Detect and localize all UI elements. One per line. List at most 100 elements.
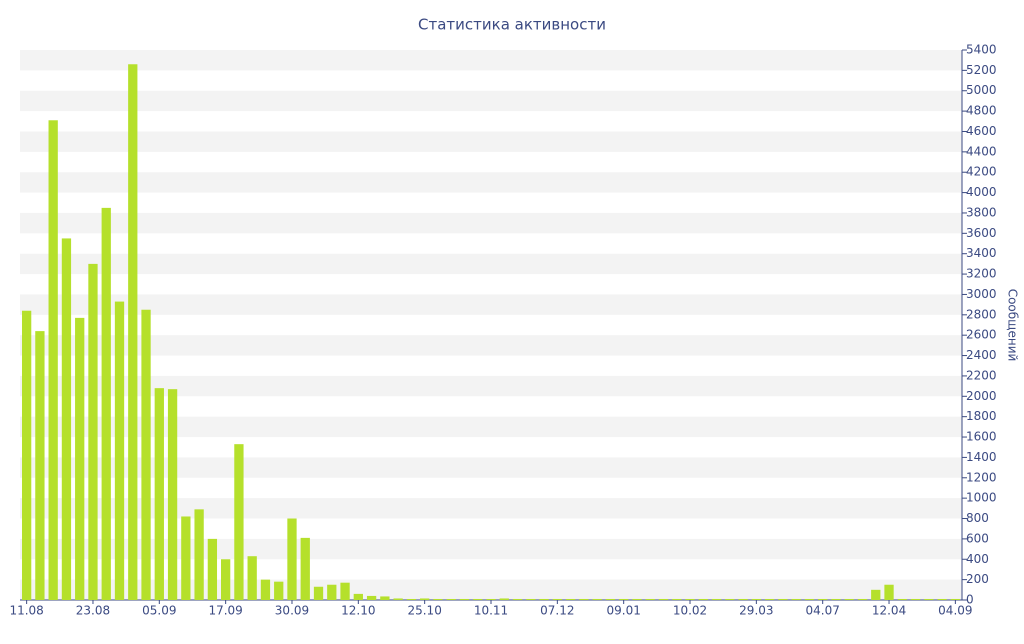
bar	[844, 598, 854, 600]
y-tick-label: 4800	[966, 104, 997, 118]
grid-band	[20, 172, 962, 193]
bar	[871, 589, 881, 600]
y-tick-label: 3800	[966, 205, 997, 219]
bar	[420, 598, 430, 600]
bar	[764, 598, 775, 600]
bar	[791, 598, 801, 600]
bar	[897, 598, 907, 600]
bar	[21, 310, 32, 600]
bar	[539, 598, 549, 600]
grid-band	[20, 416, 962, 438]
x-tick-label: 04.07	[806, 604, 840, 618]
bar	[287, 518, 297, 600]
y-tick-label: 5200	[966, 63, 997, 77]
y-tick-label: 1400	[966, 450, 997, 464]
bar	[910, 598, 921, 600]
bar	[592, 598, 602, 600]
bar	[128, 64, 138, 600]
bar	[167, 389, 178, 600]
bar	[473, 598, 483, 600]
y-tick-label: 2200	[966, 368, 997, 382]
bar	[88, 263, 98, 600]
bar	[340, 582, 350, 600]
bar	[818, 598, 828, 600]
grid-band	[20, 50, 962, 71]
grid-band	[20, 253, 962, 275]
x-tick-label: 30.09	[275, 604, 309, 618]
x-tick-label: 12.10	[341, 604, 375, 618]
y-tick-label: 4400	[966, 144, 997, 158]
bar	[35, 331, 45, 600]
y-tick-label: 800	[966, 511, 989, 525]
y-tick-label: 3600	[966, 226, 997, 240]
bar	[101, 207, 111, 601]
x-tick-label: 17.09	[208, 604, 242, 618]
bar	[380, 596, 390, 600]
x-tick-label: 12.04	[872, 604, 906, 618]
y-tick-label: 3000	[966, 287, 997, 301]
x-tick-label: 05.09	[142, 604, 176, 618]
bar	[857, 598, 868, 600]
grid-band	[20, 294, 962, 315]
chart-title: Статистика активности	[418, 16, 606, 34]
bar	[459, 598, 470, 600]
bar	[353, 593, 363, 600]
y-tick-label: 4000	[966, 185, 997, 199]
bar	[327, 584, 337, 600]
bar	[221, 559, 231, 600]
bar	[300, 537, 310, 600]
bar	[499, 598, 509, 600]
bar	[433, 598, 443, 600]
bar	[141, 309, 151, 600]
x-tick-label: 23.08	[76, 604, 110, 618]
bar	[645, 598, 655, 600]
x-tick-label: 10.11	[474, 604, 508, 618]
bar	[48, 120, 58, 601]
y-tick-label: 5400	[966, 43, 997, 57]
grid-band	[20, 498, 962, 519]
bar	[486, 598, 496, 600]
x-tick-label: 09.01	[606, 604, 640, 618]
y-tick-label: 1000	[966, 491, 997, 505]
y-tick-label: 600	[966, 531, 989, 545]
y-tick-label: 2800	[966, 307, 997, 321]
bar	[565, 598, 576, 600]
bar	[61, 238, 72, 601]
grid-band	[20, 457, 962, 478]
bar	[831, 598, 841, 600]
bar	[725, 598, 735, 600]
bar	[950, 598, 961, 600]
grid-band	[20, 375, 962, 397]
bar	[313, 586, 324, 600]
bar	[672, 598, 682, 600]
bar	[632, 598, 642, 600]
y-tick-label: 2000	[966, 389, 997, 403]
y-axis-label: Сообщений	[1006, 289, 1020, 362]
bar	[181, 516, 191, 600]
bar	[884, 584, 894, 600]
x-tick-label: 07.12	[540, 604, 574, 618]
bar	[366, 595, 377, 600]
y-tick-label: 5000	[966, 83, 997, 97]
y-tick-label: 400	[966, 552, 989, 566]
y-tick-label: 1200	[966, 470, 997, 484]
bar	[937, 598, 947, 600]
bar	[75, 317, 85, 600]
bar	[924, 598, 934, 600]
x-tick-label: 10.02	[673, 604, 707, 618]
bar	[207, 538, 218, 600]
bar	[552, 598, 562, 600]
bar	[738, 598, 748, 600]
y-tick-label: 3400	[966, 246, 997, 260]
bar	[406, 598, 417, 600]
bar	[804, 598, 815, 600]
grid-band	[20, 131, 962, 152]
bar	[619, 598, 629, 600]
y-tick-label: 2400	[966, 348, 997, 362]
x-tick-label: 04.09	[938, 604, 972, 618]
grid-band	[20, 335, 962, 356]
y-tick-label: 0	[966, 593, 974, 607]
y-tick-label: 1800	[966, 409, 997, 423]
bar	[260, 579, 271, 600]
